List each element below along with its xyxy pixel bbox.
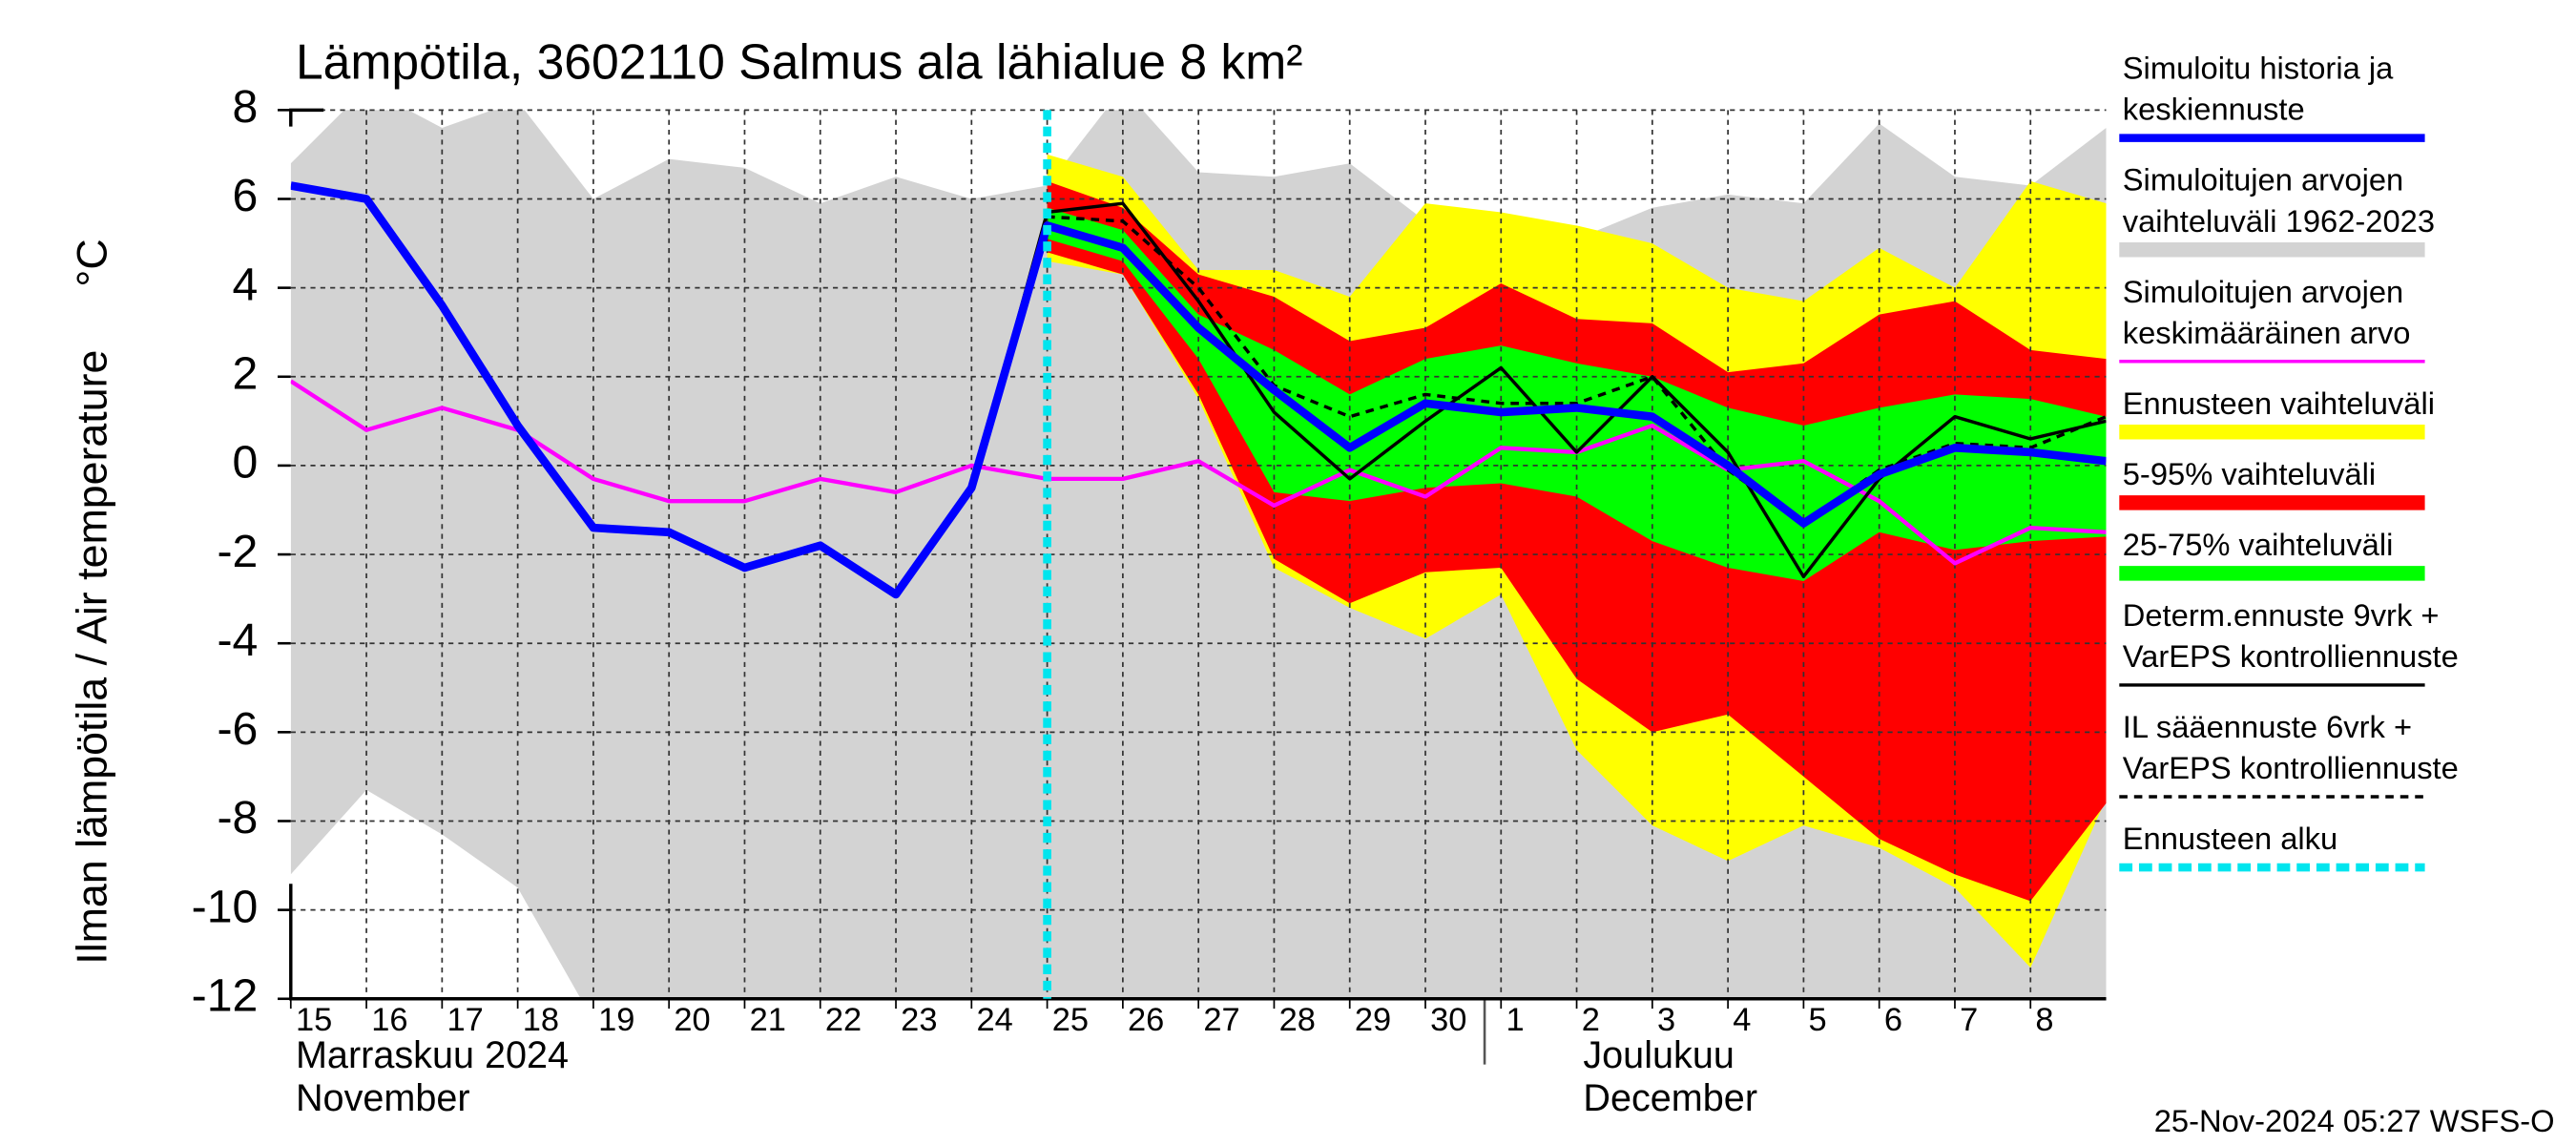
y-axis-unit: °C xyxy=(69,239,116,286)
legend-label: Simuloitujen arvojen xyxy=(2123,162,2404,198)
legend-label: Determ.ennuste 9vrk + xyxy=(2123,597,2440,633)
legend-label: 25-75% vaihteluväli xyxy=(2123,527,2394,562)
x-tick-label: 21 xyxy=(750,1002,786,1038)
legend-label: vaihteluväli 1962-2023 xyxy=(2123,203,2435,239)
x-tick-label: 18 xyxy=(523,1002,559,1038)
x-tick-label: 20 xyxy=(674,1002,710,1038)
x-tick-label: 7 xyxy=(1960,1002,1978,1038)
grid xyxy=(290,109,2107,1000)
y-tick-label: 4 xyxy=(233,259,259,310)
y-tick-label: -8 xyxy=(217,792,258,843)
legend: Simuloitu historia ja keskiennuste Simuloi… xyxy=(2119,51,2459,872)
axis-frame xyxy=(289,108,2107,1001)
legend-label: VarEPS kontrolliennuste xyxy=(2123,638,2459,674)
y-tick-label: 2 xyxy=(233,348,259,400)
legend-label: keskiennuste xyxy=(2123,92,2305,127)
x-tick-label: 27 xyxy=(1203,1002,1239,1038)
series-line xyxy=(969,215,2107,526)
x-tick-label: 23 xyxy=(901,1002,937,1038)
y-tick-label: -4 xyxy=(217,614,258,666)
x-tick-label: 24 xyxy=(976,1002,1012,1038)
chart-title: Lämpötila, 3602110 Salmus ala lähialue 8… xyxy=(296,34,1303,90)
y-tick-label: -2 xyxy=(217,526,258,577)
series-line xyxy=(290,379,2107,566)
month-label: November xyxy=(296,1077,470,1119)
y-tick-label: 6 xyxy=(233,170,259,221)
lines xyxy=(290,181,2107,599)
x-tick-label: 8 xyxy=(2035,1002,2053,1038)
x-tick-label: 29 xyxy=(1355,1002,1391,1038)
y-tick-label: -10 xyxy=(192,881,259,932)
legend-label: Simuloitujen arvojen xyxy=(2123,274,2404,309)
x-tick-label: 3 xyxy=(1657,1002,1675,1038)
month-label: Joulukuu xyxy=(1583,1034,1735,1076)
x-tick-label: 30 xyxy=(1430,1002,1466,1038)
x-tick-label: 1 xyxy=(1506,1002,1524,1038)
band xyxy=(1047,180,2107,902)
x-tick-label: 17 xyxy=(447,1002,484,1038)
x-tick-label: 28 xyxy=(1279,1002,1316,1038)
x-tick-label: 22 xyxy=(825,1002,862,1038)
legend-label: Simuloitu historia ja xyxy=(2123,51,2394,86)
legend-label: VarEPS kontrolliennuste xyxy=(2123,750,2459,785)
y-tick-label: -12 xyxy=(192,970,259,1022)
legend-label: keskimääräinen arvo xyxy=(2123,315,2411,350)
series-line xyxy=(290,181,2107,599)
x-tick-label: 19 xyxy=(598,1002,634,1038)
x-tick-label: 25 xyxy=(1052,1002,1089,1038)
legend-label: Ennusteen vaihteluväli xyxy=(2123,385,2435,421)
y-axis-label: Ilman lämpötila / Air temperature xyxy=(69,350,116,965)
x-tick-label: 2 xyxy=(1582,1002,1600,1038)
legend-label: IL sääennuste 6vrk + xyxy=(2123,709,2412,744)
x-tick-label: 26 xyxy=(1128,1002,1164,1038)
x-tick-label: 16 xyxy=(371,1002,407,1038)
y-tick-label: -6 xyxy=(217,703,258,755)
y-tick-label: 0 xyxy=(233,437,259,489)
month-label: Marraskuu 2024 xyxy=(296,1034,569,1076)
legend-label: 5-95% vaihteluväli xyxy=(2123,456,2376,491)
timestamp: 25-Nov-2024 05:27 WSFS-O xyxy=(2154,1103,2555,1138)
x-tick-label: 5 xyxy=(1809,1002,1827,1038)
y-tick-label: 8 xyxy=(233,81,259,133)
legend-label: Ennusteen alku xyxy=(2123,821,2337,856)
x-tick-label: 4 xyxy=(1733,1002,1751,1038)
x-tick-label: 15 xyxy=(296,1002,332,1038)
month-label: December xyxy=(1583,1077,1757,1119)
x-tick-label: 6 xyxy=(1884,1002,1902,1038)
